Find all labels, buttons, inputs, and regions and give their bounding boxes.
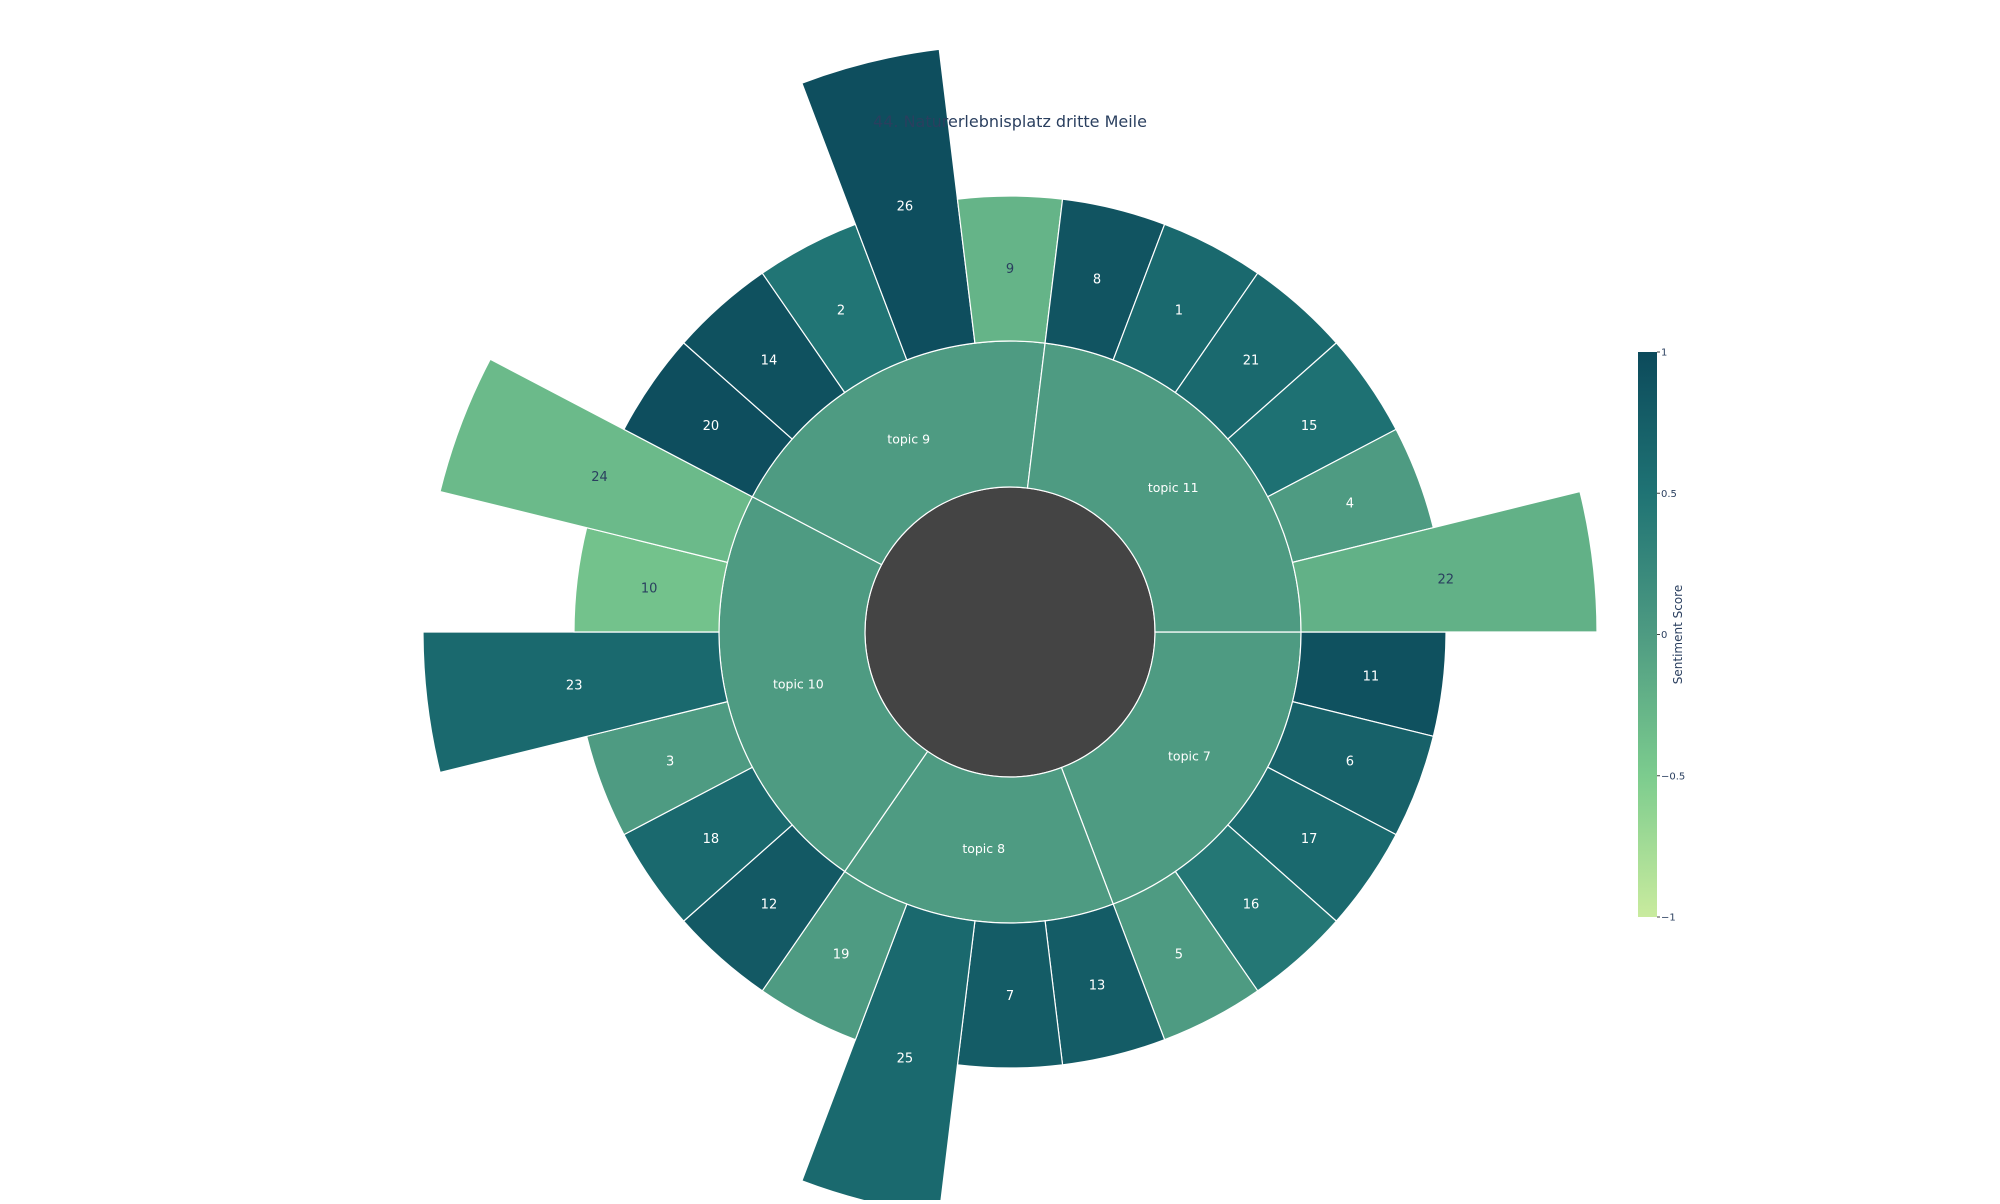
sector-leaf-17-label: 17 xyxy=(1301,832,1318,847)
chart-title: 44. Naturerlebnisplatz dritte Meile xyxy=(873,112,1147,131)
sector-leaf-11-label: 11 xyxy=(1363,669,1380,684)
sector-leaf-17[interactable] xyxy=(1226,766,1397,922)
sector-leaf-19[interactable] xyxy=(761,870,908,1041)
sector-leaf-8[interactable] xyxy=(1044,198,1166,361)
sector-leaf-12-label: 12 xyxy=(761,898,778,913)
colorbar-title: Sentiment Score xyxy=(1671,585,1685,684)
sector-leaf-15-label: 15 xyxy=(1301,419,1318,434)
sector-leaf-4-label: 4 xyxy=(1346,497,1354,512)
sector-leaf-20[interactable] xyxy=(623,342,794,498)
sector-leaf-3[interactable] xyxy=(585,700,754,836)
sector-leaf-14-label: 14 xyxy=(761,353,778,368)
sector-leaf-12[interactable] xyxy=(682,824,846,992)
sector-leaf-10[interactable] xyxy=(573,526,729,633)
sector-leaf-23[interactable] xyxy=(422,631,729,774)
colorbar-tick-label: 0 xyxy=(1661,630,1667,641)
sector-leaf-13-label: 13 xyxy=(1089,978,1106,993)
sector-leaf-19-label: 19 xyxy=(833,947,850,962)
sector-leaf-24-label: 24 xyxy=(591,470,608,485)
sector-leaf-15[interactable] xyxy=(1226,342,1397,498)
colorbar-tick-label: 0.5 xyxy=(1661,489,1677,500)
sector-leaf-8-label: 8 xyxy=(1093,273,1101,288)
sunburst-center[interactable] xyxy=(864,486,1156,778)
sector-leaf-21-label: 21 xyxy=(1243,353,1260,368)
sector-leaf-1-label: 1 xyxy=(1175,304,1183,319)
colorbar-gradient xyxy=(1638,352,1657,917)
colorbar-tick-label: −0.5 xyxy=(1661,771,1685,782)
sector-leaf-9[interactable] xyxy=(956,195,1064,344)
sector-leaf-16-label: 16 xyxy=(1243,898,1260,913)
sector-leaf-25-label: 25 xyxy=(897,1052,914,1067)
sector-leaf-1[interactable] xyxy=(1112,223,1259,394)
sector-leaf-21[interactable] xyxy=(1174,272,1338,440)
sector-leaf-9-label: 9 xyxy=(1006,262,1014,277)
sector-leaf-7[interactable] xyxy=(956,920,1064,1069)
sector-leaf-5[interactable] xyxy=(1112,870,1259,1041)
sector-leaf-10-label: 10 xyxy=(641,582,658,597)
sector-leaf-25[interactable] xyxy=(801,903,976,1204)
sector-leaf-22-label: 22 xyxy=(1438,573,1455,588)
sector-leaf-18-label: 18 xyxy=(703,832,720,847)
colorbar-tick-label: 1 xyxy=(1661,348,1667,359)
sector-leaf-6[interactable] xyxy=(1266,700,1435,836)
sector-leaf-14[interactable] xyxy=(682,272,846,440)
sector-leaf-20-label: 20 xyxy=(703,419,720,434)
sector-leaf-2[interactable] xyxy=(761,223,908,394)
colorbar: 1 0.5 0 −0.5 −1 Sentiment Score xyxy=(1638,348,1685,924)
sector-leaf-4[interactable] xyxy=(1266,428,1435,564)
sector-leaf-2-label: 2 xyxy=(837,304,845,319)
sector-topic-9-label: topic 9 xyxy=(887,431,930,446)
sector-leaf-6-label: 6 xyxy=(1346,754,1354,769)
sector-leaf-18[interactable] xyxy=(623,766,794,922)
sector-leaf-16[interactable] xyxy=(1174,824,1338,992)
sunburst-sectors xyxy=(422,48,1598,1204)
sector-leaf-3-label: 3 xyxy=(666,754,674,769)
sector-leaf-26-label: 26 xyxy=(897,199,914,214)
sector-topic-11-label: topic 11 xyxy=(1148,480,1199,495)
sector-leaf-23-label: 23 xyxy=(566,678,583,693)
sector-leaf-5-label: 5 xyxy=(1175,947,1183,962)
sector-leaf-13[interactable] xyxy=(1044,903,1166,1066)
sector-topic-8-label: topic 8 xyxy=(962,841,1005,856)
sector-topic-10-label: topic 10 xyxy=(773,677,824,692)
sector-leaf-7-label: 7 xyxy=(1006,989,1014,1004)
sector-leaf-22[interactable] xyxy=(1291,490,1598,633)
colorbar-tick-label: −1 xyxy=(1661,913,1676,924)
sector-leaf-24[interactable] xyxy=(439,358,754,564)
sector-topic-7-label: topic 7 xyxy=(1168,748,1211,763)
sector-leaf-26[interactable] xyxy=(801,48,976,361)
